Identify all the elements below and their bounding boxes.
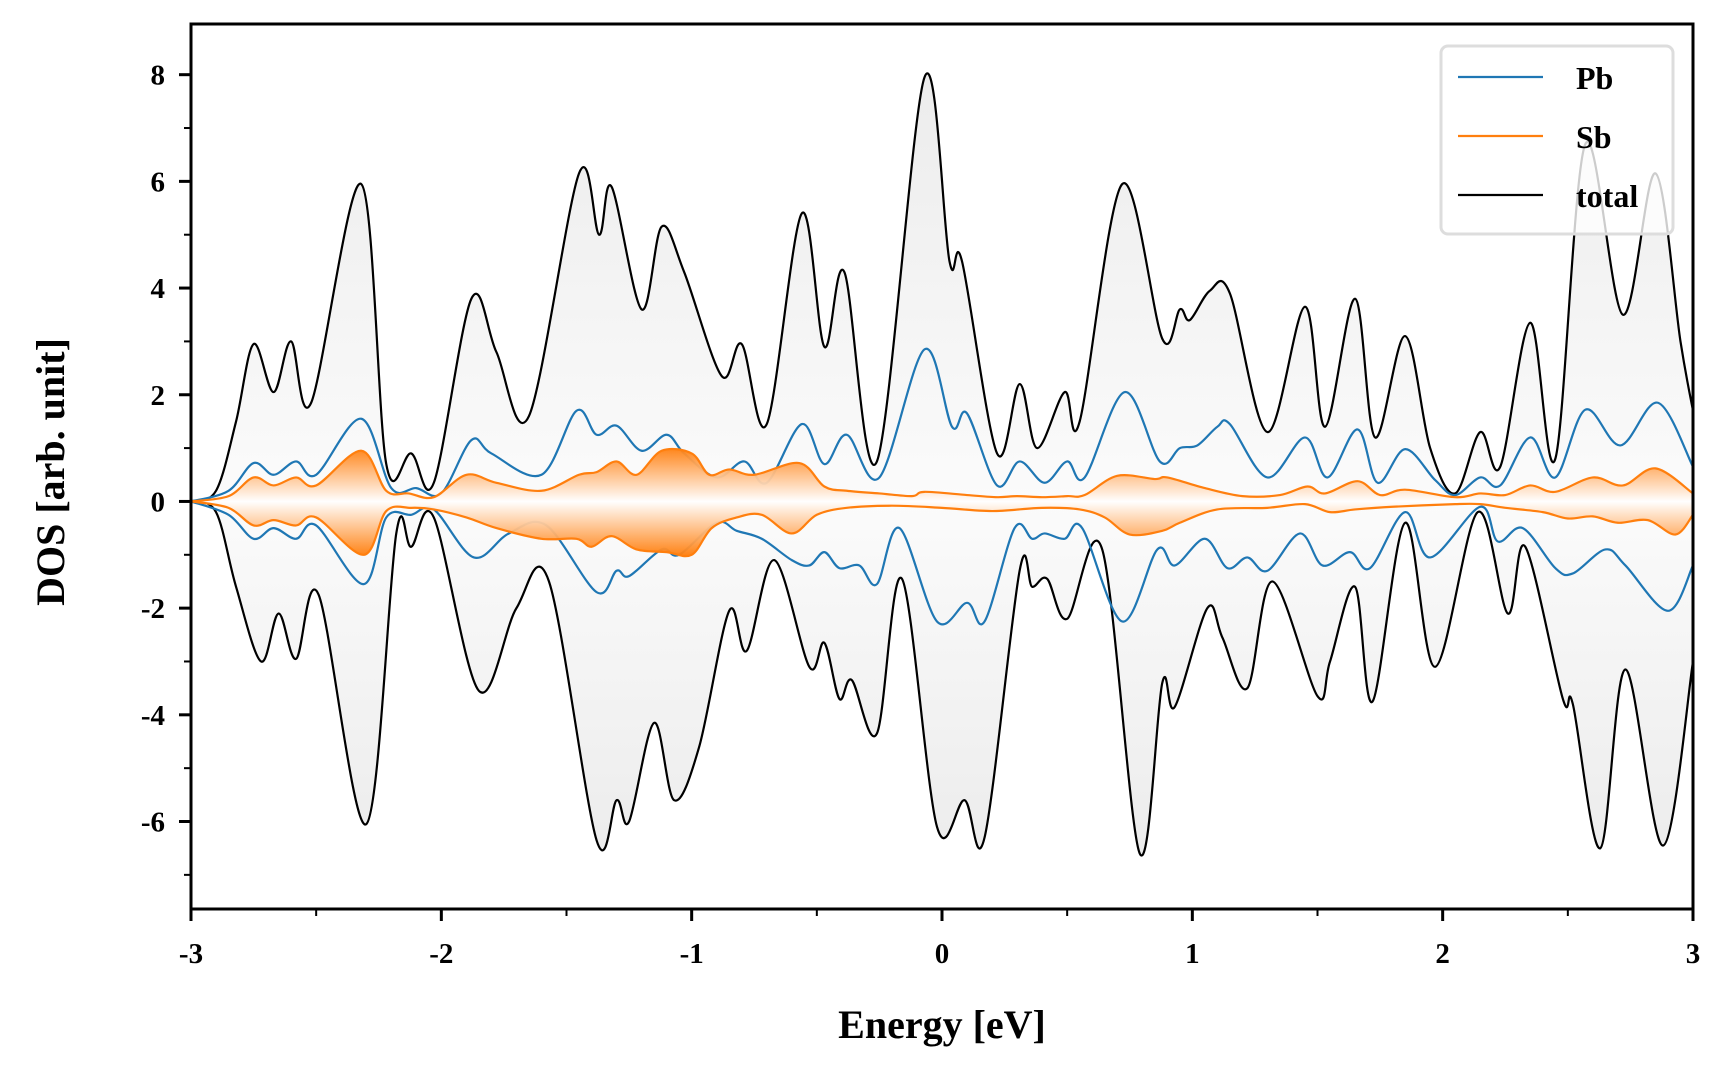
legend-label-total: total	[1576, 178, 1638, 214]
x-tick-label: 2	[1435, 938, 1450, 970]
pb-down-line	[191, 500, 1693, 626]
y-tick-label: 8	[151, 60, 166, 92]
pb-up-line	[191, 347, 1693, 503]
sb-up-line	[191, 447, 1693, 503]
x-axis-label: Energy [eV]	[838, 1002, 1046, 1047]
y-tick-label: 0	[151, 486, 166, 518]
legend: Pb Sb total	[1439, 44, 1675, 236]
legend-label-pb: Pb	[1576, 60, 1613, 96]
total-down-line	[191, 500, 1693, 857]
total-up-line	[191, 72, 1693, 503]
y-tick-label: 4	[151, 273, 166, 305]
y-tick-label: -2	[141, 593, 165, 625]
x-tick-label: -2	[429, 938, 453, 970]
y-tick-label: 6	[151, 166, 166, 198]
sb-up-fill	[191, 448, 1693, 502]
plot-area	[191, 72, 1693, 857]
sb-down-line	[191, 500, 1693, 558]
total-down-fill	[191, 501, 1693, 856]
y-tick-label: -4	[141, 700, 165, 732]
x-tick-label: -3	[179, 938, 203, 970]
y-tick-label: 2	[151, 380, 166, 412]
x-tick-label: 1	[1185, 938, 1200, 970]
y-tick-label: -6	[141, 807, 165, 839]
sb-down-fill	[191, 501, 1693, 557]
x-tick-label: 0	[935, 938, 950, 970]
x-tick-label: 3	[1686, 938, 1701, 970]
legend-label-sb: Sb	[1576, 119, 1612, 155]
x-tick-label: -1	[680, 938, 704, 970]
legend-box	[1439, 44, 1675, 236]
y-axis-label: DOS [arb. unit]	[28, 338, 73, 606]
axes: -6 -4 -2 0 2 4 6 8 -3 -2 -1 0 1 2 3	[141, 22, 1701, 970]
